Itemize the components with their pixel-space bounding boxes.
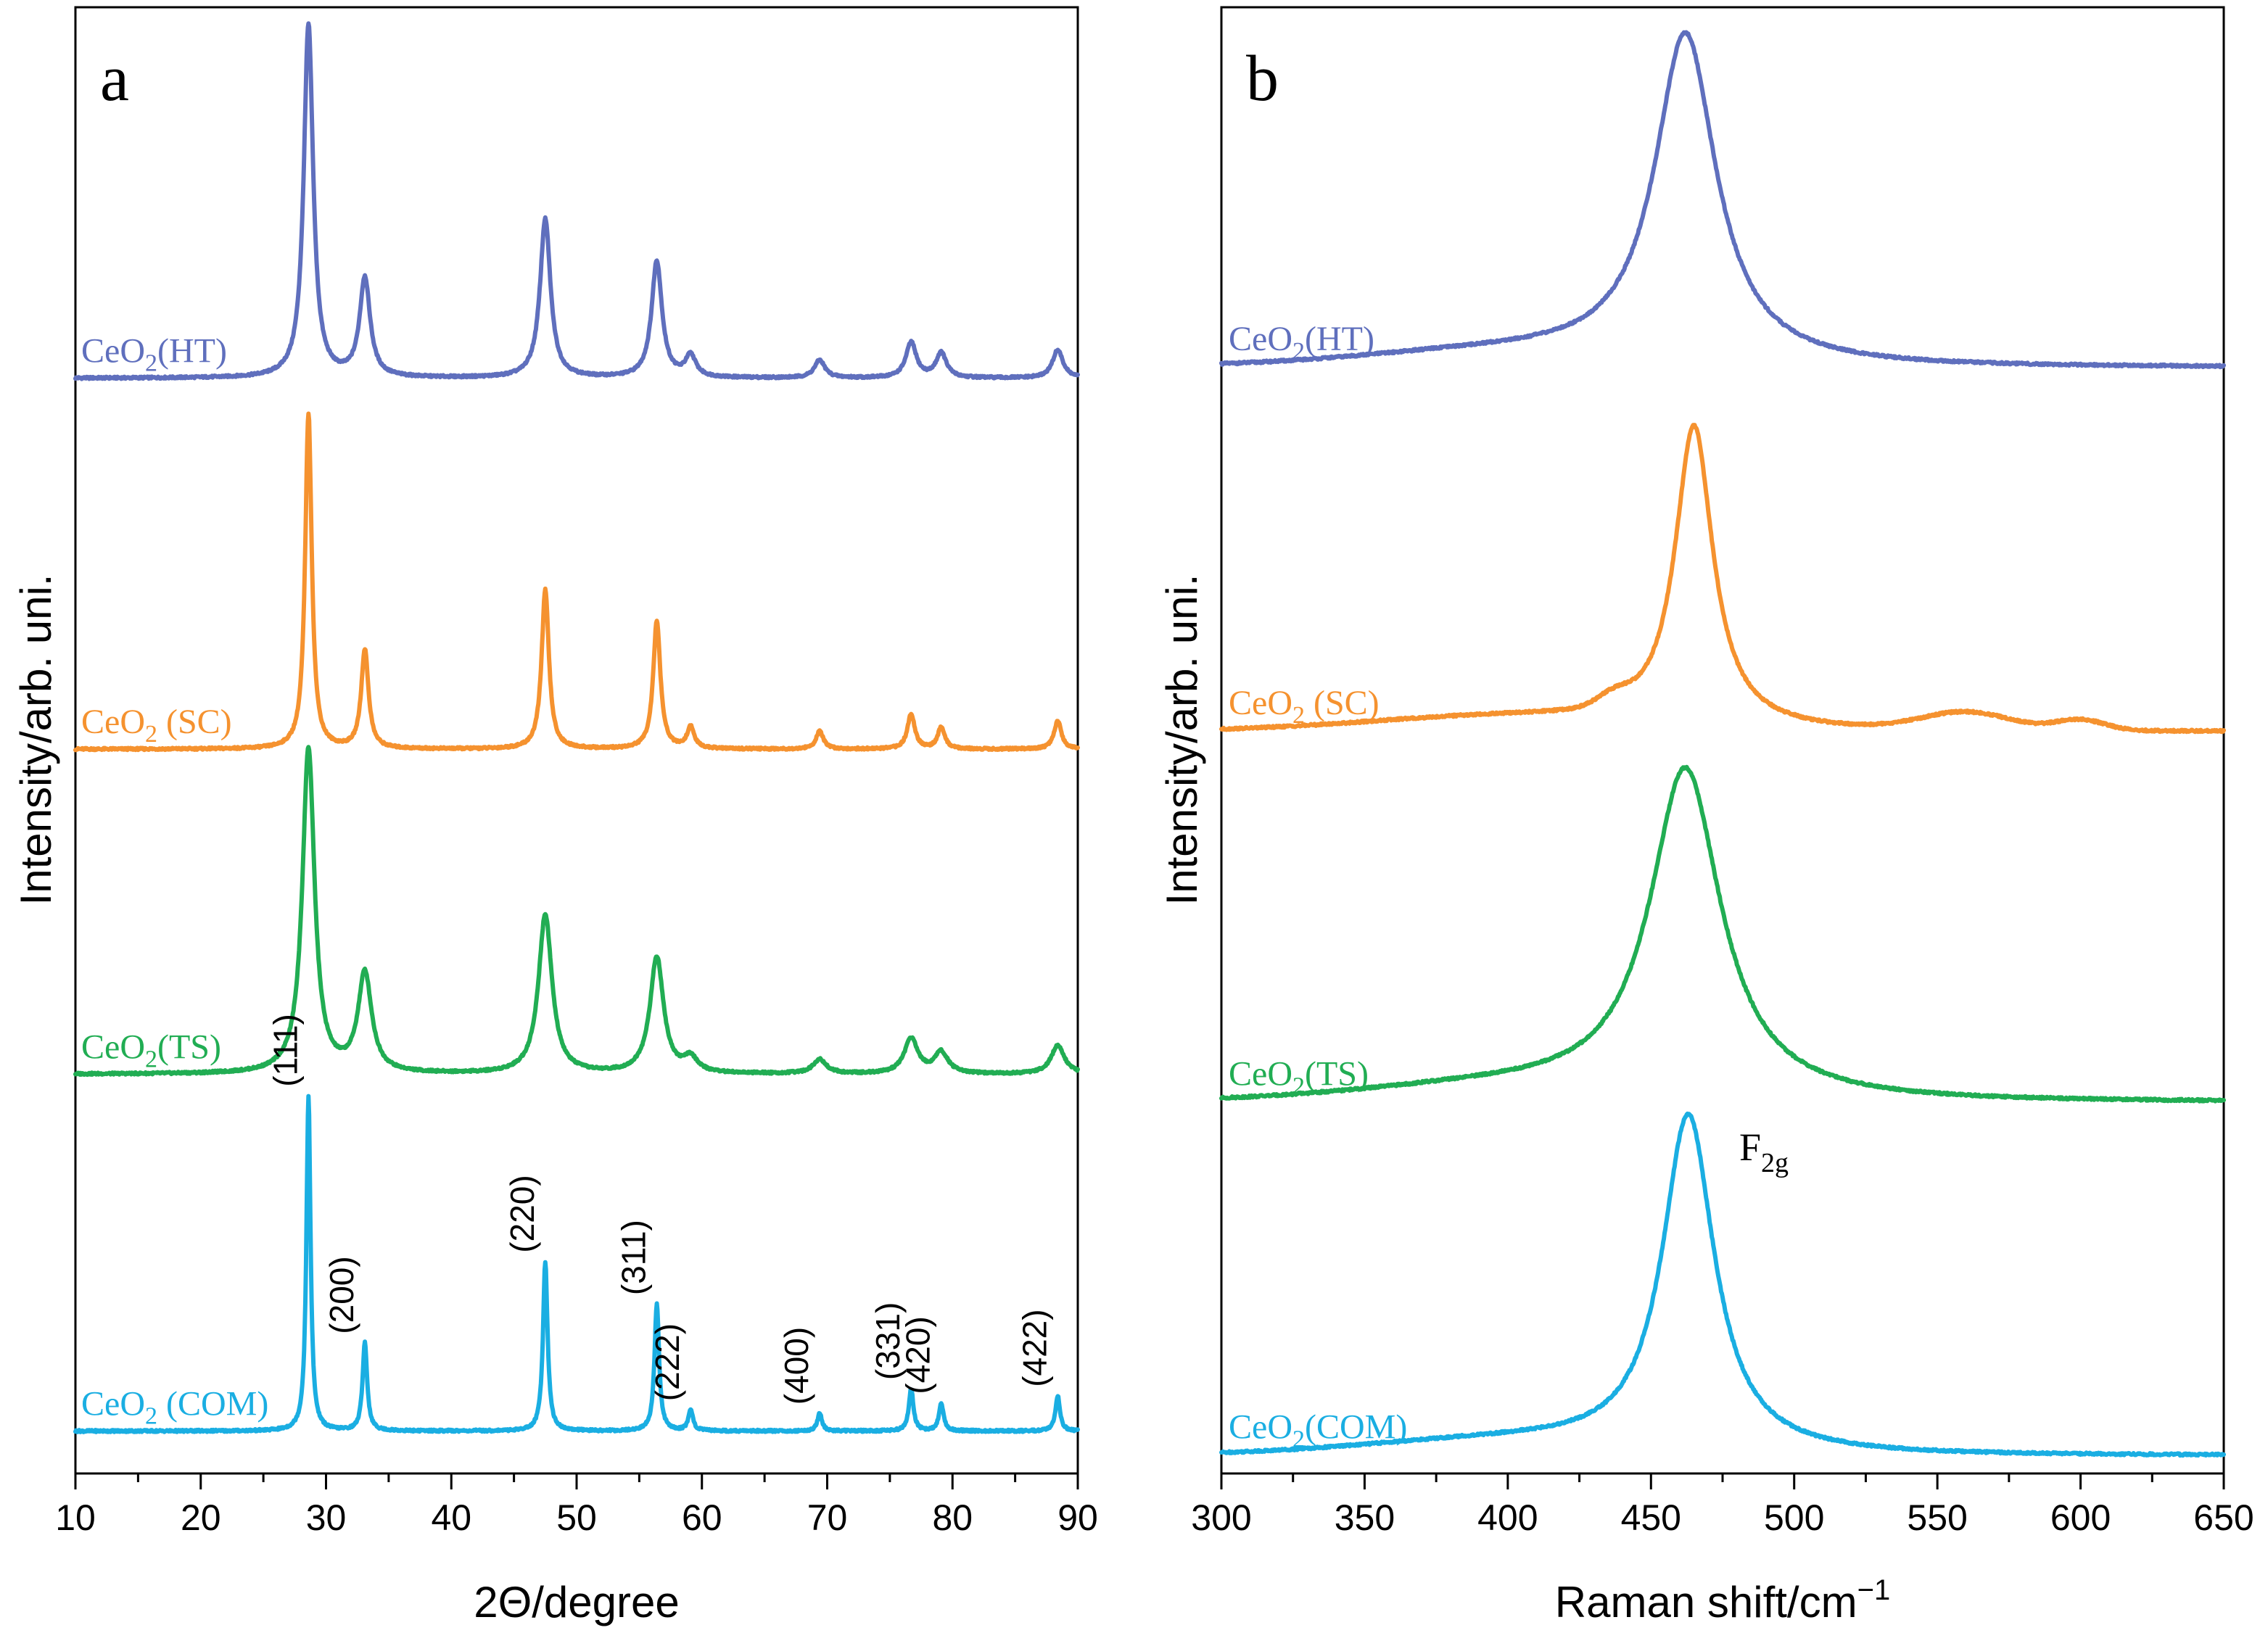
peak-label: (400) xyxy=(778,1327,815,1405)
panel-b-tick-label: 400 xyxy=(1477,1497,1538,1538)
panel-a-series-line xyxy=(73,745,1080,1078)
panel-a-letter: a xyxy=(100,43,129,115)
panel-a-x-axis-label: 2Θ/degree xyxy=(474,1578,680,1626)
panel-b-series-line xyxy=(1219,423,2226,735)
panel-b-x-ticks: 300 350 400 450 500 550 600 650 xyxy=(1191,1473,2254,1538)
peak-label: (200) xyxy=(323,1256,360,1334)
panel-a-x-ticks: 10 20 30 40 50 60 70 80 90 xyxy=(55,1473,1098,1538)
peak-label: (420) xyxy=(899,1316,937,1394)
panel-b-tick-label: 450 xyxy=(1621,1497,1681,1538)
panel-b-x-axis-label: Raman shift/cm−1 xyxy=(1555,1574,1890,1626)
panel-b-series-label: CeO2 (SC) xyxy=(1229,684,1380,729)
panel-a-tick-label: 80 xyxy=(932,1497,973,1538)
f2g-annotation: F2g xyxy=(1739,1125,1789,1178)
panel-b-tick-label: 350 xyxy=(1335,1497,1395,1538)
panel-b-series-label: CeO2(HT) xyxy=(1229,320,1374,365)
panel-a-tick-label: 40 xyxy=(431,1497,471,1538)
panel-a-tick-label: 60 xyxy=(682,1497,722,1538)
panel-a-series-line xyxy=(73,1094,1080,1434)
panel-b-tick-label: 550 xyxy=(1907,1497,1967,1538)
panel-a-tick-label: 70 xyxy=(807,1497,848,1538)
panel-a-xrd: 10 20 30 40 50 60 70 80 90 (111)(200)(220)(311)(… xyxy=(12,6,1098,1626)
panel-a-tick-label: 20 xyxy=(181,1497,221,1538)
panel-a-series-labels: CeO2(HT) CeO2 (SC) CeO2(TS) CeO2 (COM) xyxy=(81,332,268,1430)
panel-b-y-axis-label: Intensity/arb. uni. xyxy=(1158,574,1206,906)
panel-b-tick-label: 600 xyxy=(2050,1497,2111,1538)
panel-b-letter: b xyxy=(1246,43,1279,115)
panel-b-series-label: CeO2(COM) xyxy=(1229,1408,1407,1453)
panel-b-series-line xyxy=(1219,30,2226,370)
panel-a-peak-labels: (111) (200) (220) (311) (222) (400) (331)(420)… xyxy=(266,1014,1053,1405)
peak-label: (422) xyxy=(1015,1309,1053,1386)
panel-b-series-line xyxy=(1219,764,2226,1104)
panel-b-series-label: CeO2(TS) xyxy=(1229,1054,1369,1099)
peak-label: (311) xyxy=(615,1220,653,1295)
panel-b-series-group xyxy=(1219,30,2226,1458)
panel-a-tick-label: 10 xyxy=(55,1497,96,1538)
panel-a-series-label: CeO2(HT) xyxy=(81,332,227,377)
peak-label: (220) xyxy=(503,1175,541,1252)
panel-a-tick-label: 50 xyxy=(556,1497,597,1538)
panel-a-series-label: CeO2 (SC) xyxy=(81,703,232,748)
panel-b-series-line xyxy=(1219,1111,2226,1458)
panel-b-series-labels: CeO2(HT) CeO2 (SC) CeO2(TS) CeO2(COM) xyxy=(1229,320,1407,1453)
peak-label: (222) xyxy=(648,1323,686,1401)
peak-label: (331) xyxy=(869,1302,907,1380)
peak-label: (111) xyxy=(266,1014,304,1087)
panel-b-tick-label: 650 xyxy=(2193,1497,2253,1538)
panel-a-y-axis-label: Intensity/arb. uni. xyxy=(12,574,60,906)
panel-a-tick-label: 90 xyxy=(1057,1497,1098,1538)
panel-b-tick-label: 500 xyxy=(1764,1497,1824,1538)
panel-b-raman: 300 350 400 450 500 550 600 650 CeO2(HT) CeO2 (S… xyxy=(1158,6,2254,1626)
panel-a-series-line xyxy=(73,21,1080,381)
panel-a-series-label: CeO2(TS) xyxy=(81,1028,221,1072)
panel-a-series-line xyxy=(73,411,1080,753)
panel-b-tick-label: 300 xyxy=(1191,1497,1251,1538)
panel-a-series-group xyxy=(73,21,1080,1434)
panel-a-tick-label: 30 xyxy=(306,1497,347,1538)
panel-a-series-label: CeO2 (COM) xyxy=(81,1385,268,1430)
